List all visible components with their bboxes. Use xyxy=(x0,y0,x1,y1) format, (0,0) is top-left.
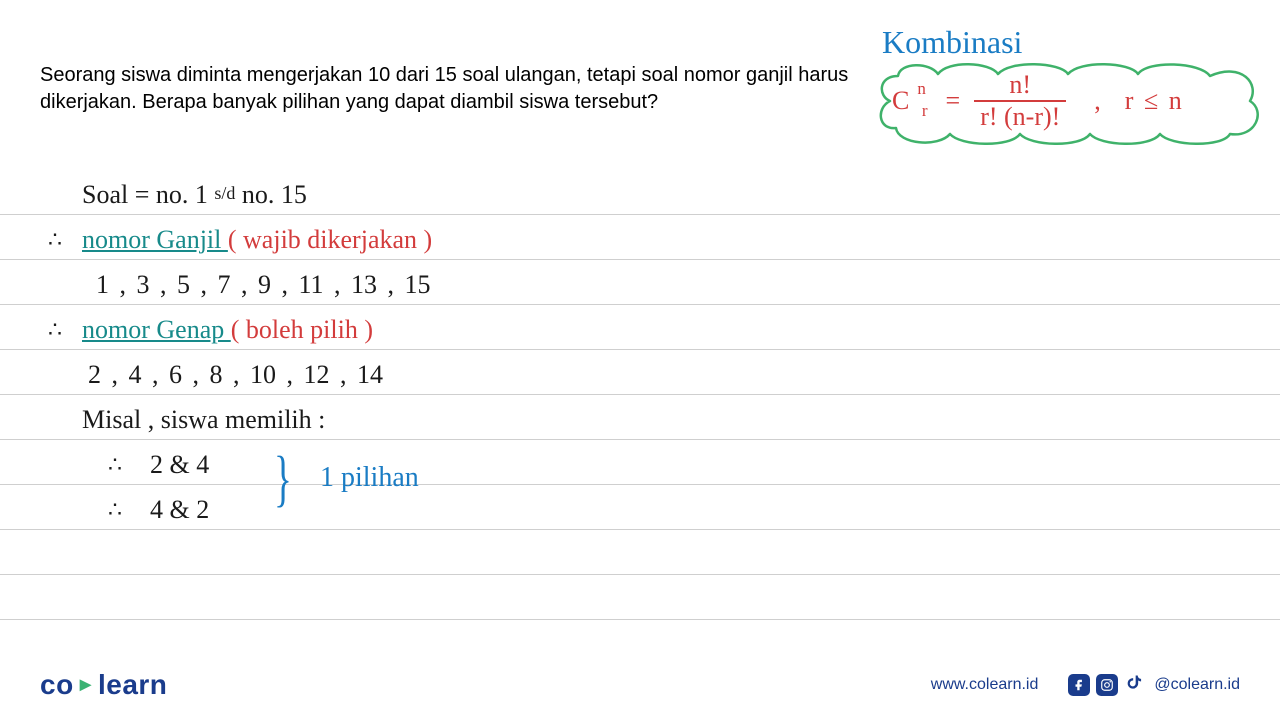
even-numbers: 2 , 4 , 6 , 8 , 10 , 12 , 14 xyxy=(88,360,383,390)
soal-a: Soal = no. 1 xyxy=(82,180,214,209)
work-line-1: Soal = no. 1 s/d no. 15 xyxy=(0,170,1280,215)
formula-sep: , xyxy=(1094,86,1101,116)
therefore-1: ∴ xyxy=(48,227,62,253)
even-label: nomor Genap xyxy=(82,315,231,344)
work-line-7: ∴ 2 & 4 } 1 pilihan xyxy=(0,440,1280,485)
work-line-6: Misal , siswa memilih : xyxy=(0,395,1280,440)
formula-r-sub: r xyxy=(922,101,928,121)
formula-n-sup: n xyxy=(917,79,926,99)
therefore-3: ∴ xyxy=(108,452,122,478)
work-line-5: 2 , 4 , 6 , 8 , 10 , 12 , 14 xyxy=(0,350,1280,395)
facebook-icon xyxy=(1068,674,1090,696)
odd-note: ( wajib dikerjakan ) xyxy=(228,225,432,254)
question-text: Seorang siswa diminta mengerjakan 10 dar… xyxy=(40,62,850,116)
work-line-9 xyxy=(0,530,1280,575)
pick-2-4: 2 & 4 xyxy=(150,450,209,480)
formula-fraction: n! r! (n-r)! xyxy=(974,72,1066,130)
odd-numbers: 1 , 3 , 5 , 7 , 9 , 11 , 13 , 15 xyxy=(96,270,431,300)
logo-learn: learn xyxy=(98,669,167,700)
logo-dot: ► xyxy=(76,674,96,696)
formula-denominator: r! (n-r)! xyxy=(974,102,1066,130)
therefore-2: ∴ xyxy=(48,317,62,343)
formula-eq: = xyxy=(946,86,961,116)
instagram-icon xyxy=(1096,674,1118,696)
even-note: ( boleh pilih ) xyxy=(231,315,373,344)
social-handle: @colearn.id xyxy=(1154,676,1240,694)
pick-4-2: 4 & 2 xyxy=(150,495,209,525)
soal-c: no. 15 xyxy=(235,180,307,209)
formula-condition: r ≤ n xyxy=(1125,86,1184,116)
work-line-2: ∴ nomor Ganjil ( wajib dikerjakan ) xyxy=(0,215,1280,260)
work-line-8: ∴ 4 & 2 xyxy=(0,485,1280,530)
footer-url: www.colearn.id xyxy=(931,676,1039,694)
brand-logo: co►learn xyxy=(40,669,167,701)
formula-C: C xyxy=(892,86,909,116)
formula-numerator: n! xyxy=(1003,72,1037,100)
misal-text: Misal , siswa memilih : xyxy=(82,405,325,435)
odd-label: nomor Ganjil xyxy=(82,225,228,254)
footer-bar: co►learn www.colearn.id @colearn.id xyxy=(0,650,1280,720)
work-line-4: ∴ nomor Genap ( boleh pilih ) xyxy=(0,305,1280,350)
social-icons: @colearn.id xyxy=(1068,673,1240,698)
tiktok-icon xyxy=(1124,673,1144,698)
ruled-area: Soal = no. 1 s/d no. 15 ∴ nomor Ganjil (… xyxy=(0,170,1280,620)
work-line-3: 1 , 3 , 5 , 7 , 9 , 11 , 13 , 15 xyxy=(0,260,1280,305)
soal-range: Soal = no. 1 s/d no. 15 xyxy=(82,180,307,210)
even-heading: nomor Genap ( boleh pilih ) xyxy=(82,315,373,345)
soal-sd: s/d xyxy=(214,183,235,203)
odd-heading: nomor Ganjil ( wajib dikerjakan ) xyxy=(82,225,432,255)
combination-formula: C n r = n! r! (n-r)! , r ≤ n xyxy=(892,72,1184,130)
logo-co: co xyxy=(40,669,74,700)
therefore-4: ∴ xyxy=(108,497,122,523)
work-line-10 xyxy=(0,575,1280,620)
